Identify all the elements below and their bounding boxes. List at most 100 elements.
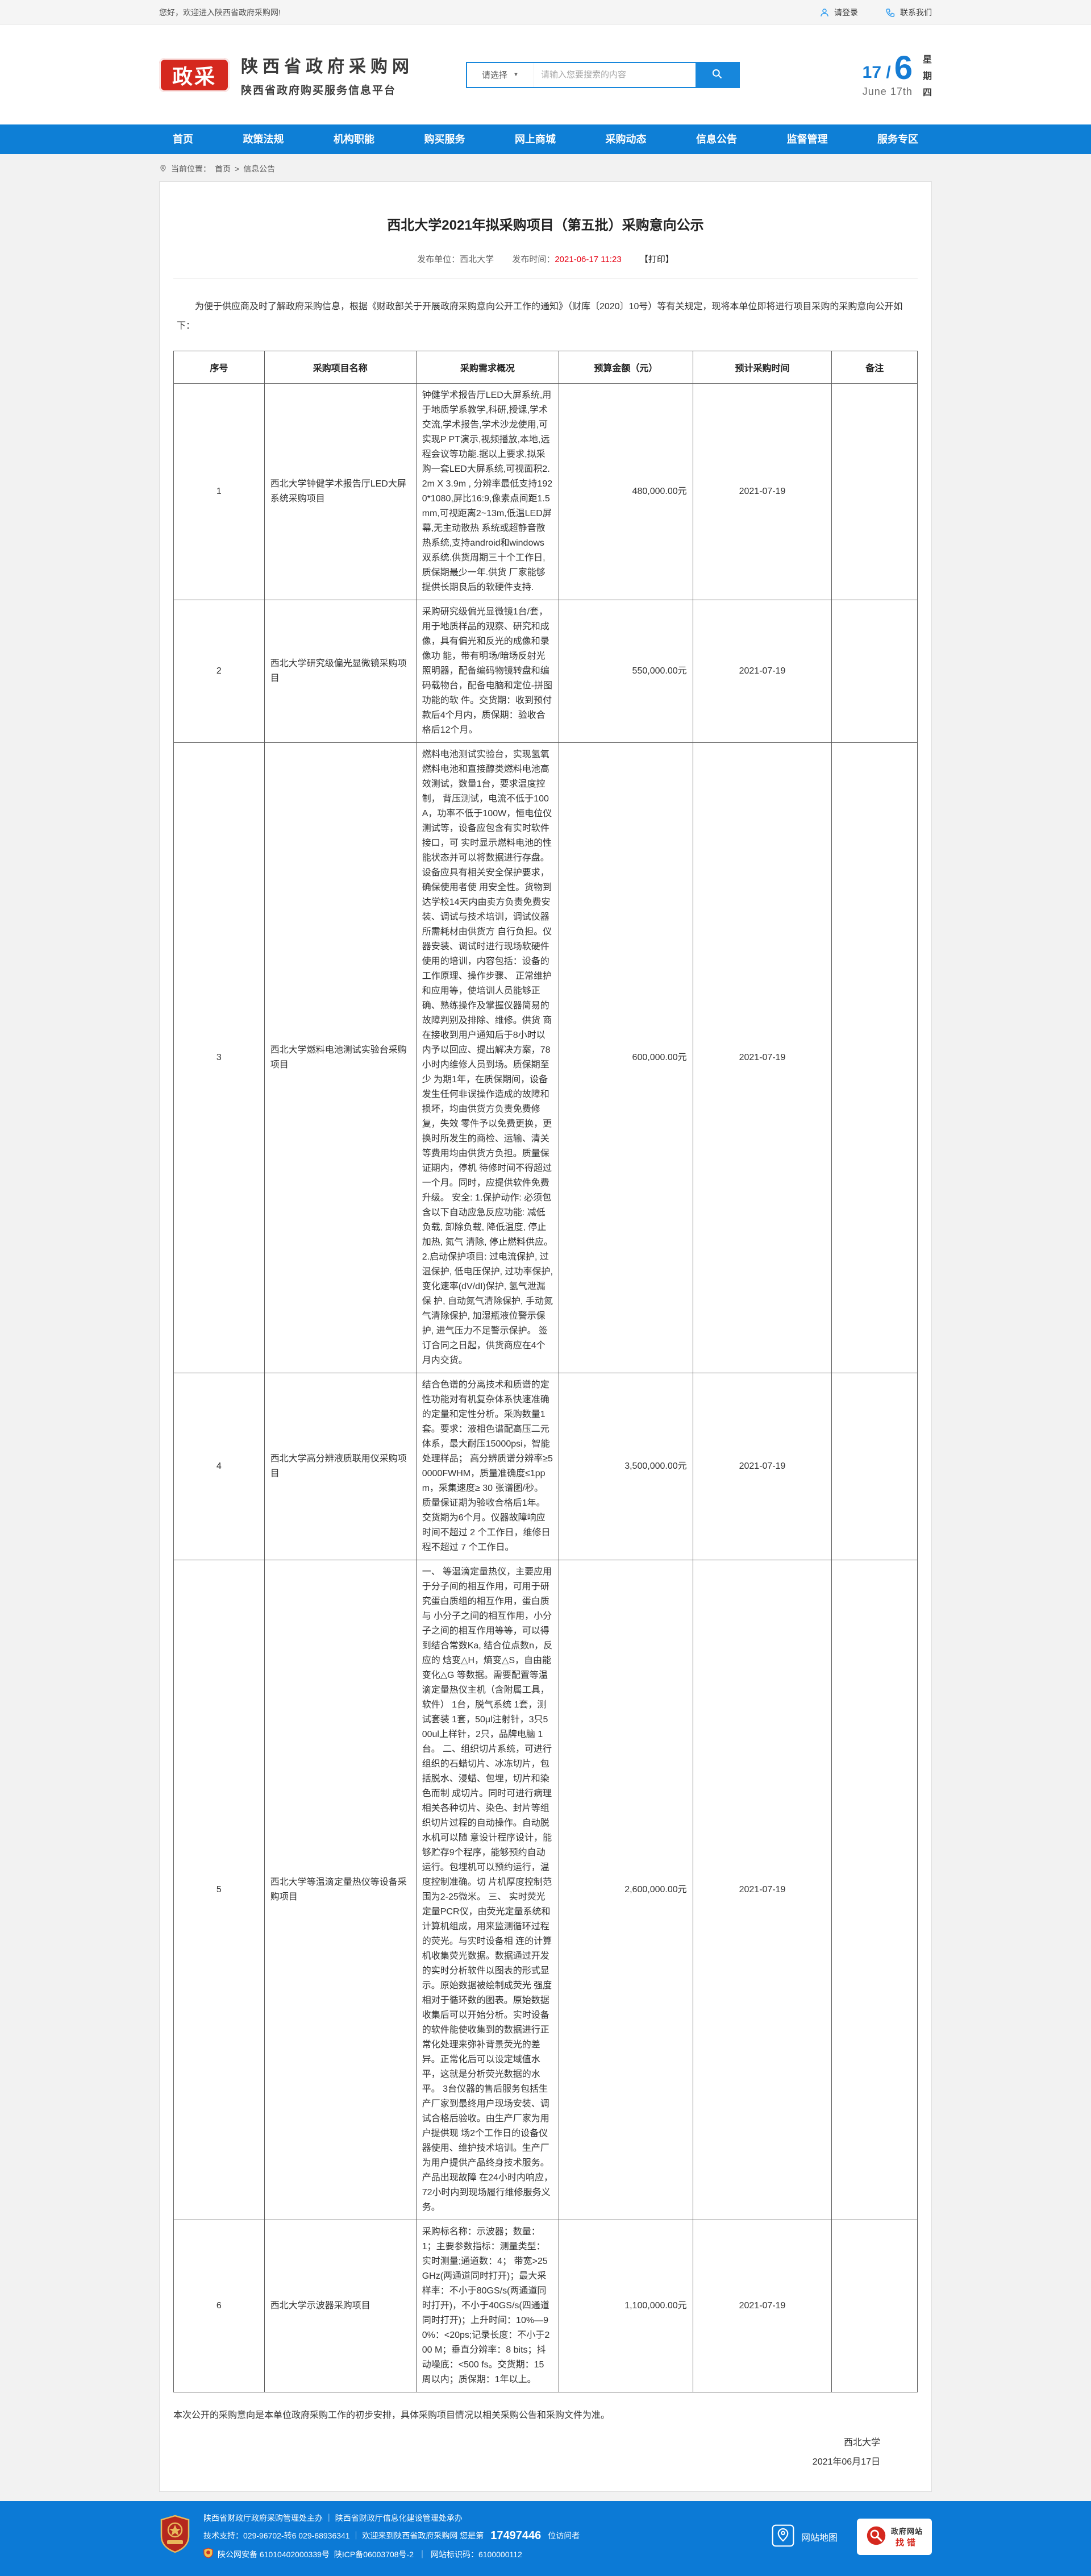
search-icon [711, 68, 723, 81]
cell-序号: 2 [173, 600, 265, 743]
cell-备注 [831, 600, 918, 743]
site-subtitle: 陕西省政府购买服务信息平台 [241, 85, 397, 97]
signer: 西北大学 [843, 2438, 880, 2448]
publish-time-value: 2021-06-17 11:23 [555, 255, 622, 264]
cell-备注 [831, 1560, 918, 2220]
nav-item[interactable]: 采购动态 [605, 134, 647, 145]
cell-采购时间: 2021-07-19 [692, 1373, 832, 1560]
contact-link[interactable]: 联系我们 [885, 7, 932, 18]
beian-gongan-link[interactable]: 陕公网安备 61010402000339号 [218, 2550, 330, 2559]
table-header-cell: 采购项目名称 [264, 351, 417, 384]
cell-采购时间: 2021-07-19 [692, 600, 832, 743]
nav-item[interactable]: 监督管理 [786, 134, 828, 145]
login-link[interactable]: 请登录 [819, 7, 858, 18]
cell-需求概况: 燃料电池测试实验台，实现氢氧燃料电池和直接醇类燃料电池高效测试，数量1台，要求温… [415, 742, 560, 1373]
cell-需求概况: 采购标名称：示波器；数量：1；主要参数指标：测量类型：实时测量;通道数：4； 带… [415, 2220, 560, 2392]
site-footer: 陕西省财政厅政府采购管理处主办 ｜ 陕西省财政厅信息化建设管理处承办 技术支持：… [0, 2501, 1091, 2576]
error-badge-title: 政府网站 [890, 2527, 923, 2536]
date-day: 17 / [862, 63, 891, 82]
sign-date: 2021年06月17日 [812, 2457, 880, 2467]
cell-预算金额: 480,000.00元 [559, 383, 693, 600]
breadcrumb-current[interactable]: 信息公告 [243, 164, 276, 173]
nav-item[interactable]: 网上商城 [515, 134, 556, 145]
cell-项目名称: 西北大学等温滴定量热仪等设备采购项目 [264, 1560, 417, 2220]
table-header-cell: 采购需求概况 [415, 351, 560, 384]
topbar: 您好，欢迎进入陕西省政府采购网! 请登录 联系我们 [0, 0, 1091, 25]
nav-item[interactable]: 服务专区 [877, 134, 918, 145]
cell-预算金额: 1,100,000.00元 [559, 2220, 693, 2392]
weekday-label: 星 期 四 [922, 55, 932, 98]
main-nav: 首页 政策法规 机构职能 购买服务 网上商城 采购动态 信息公告 监督管理 服务专区 [0, 124, 1091, 154]
chevron-down-icon: ▼ [513, 72, 519, 78]
footer-separator: ｜ [418, 2550, 426, 2559]
publisher-label: 发布单位： [417, 255, 460, 264]
table-row: 5 西北大学等温滴定量热仪等设备采购项目 一、 等温滴定量热仪，主要应用于分子间… [173, 1560, 918, 2220]
phone-icon [885, 7, 896, 18]
nav-item[interactable]: 首页 [173, 134, 193, 145]
cell-备注 [831, 1373, 918, 1560]
publish-time-label: 发布时间： [512, 255, 555, 264]
nav-list: 首页 政策法规 机构职能 购买服务 网上商城 采购动态 信息公告 监督管理 服务专区 [159, 124, 932, 154]
cell-序号: 1 [173, 383, 265, 600]
beian-icp-link[interactable]: 陕ICP备06003708号-2 [334, 2550, 414, 2559]
cell-序号: 5 [173, 1560, 265, 2220]
cell-需求概况: 采购研究级偏光显微镜1台/套，用于地质样品的观察、研究和成像，具有偏光和反光的成… [415, 600, 560, 743]
gov-procurement-emblem [159, 2515, 191, 2556]
nav-item[interactable]: 信息公告 [696, 134, 737, 145]
cell-序号: 4 [173, 1373, 265, 1560]
cell-需求概况: 结合色谱的分离技术和质谱的定性功能对有机复杂体系快速准确的定量和定性分析。采购数… [415, 1373, 560, 1560]
cell-备注 [831, 742, 918, 1373]
nav-item[interactable]: 政策法规 [243, 134, 284, 145]
article-meta: 发布单位：西北大学 发布时间：2021-06-17 11:23 【打印】 [173, 253, 918, 279]
cell-项目名称: 西北大学高分辨液质联用仪采购项目 [264, 1373, 417, 1560]
error-badge-subtitle: 找错 [895, 2538, 918, 2548]
cell-预算金额: 2,600,000.00元 [559, 1560, 693, 2220]
date-english: June 17th [862, 86, 913, 97]
cell-采购时间: 2021-07-19 [692, 2220, 832, 2392]
cell-项目名称: 西北大学钟健学术报告厅LED大屏系统采购项目 [264, 383, 417, 600]
footer-support-line: 技术支持：029-96702-转6 029-68936341 ｜ 欢迎来到陕西省… [203, 2529, 580, 2542]
footer-beian-line: 陕公网安备 61010402000339号 陕ICP备06003708号-2 ｜… [203, 2548, 580, 2561]
footer-organizer-line: 陕西省财政厅政府采购管理处主办 ｜ 陕西省财政厅信息化建设管理处承办 [203, 2513, 463, 2523]
table-row: 6 西北大学示波器采购项目 采购标名称：示波器；数量：1；主要参数指标：测量类型… [173, 2220, 918, 2392]
table-body: 1 西北大学钟健学术报告厅LED大屏系统采购项目 钟健学术报告厅LED大屏系统,… [173, 383, 918, 2392]
location-pin-icon [159, 164, 167, 174]
cell-需求概况: 一、 等温滴定量热仪，主要应用于分子间的相互作用，可用于研究蛋白质组的相互作用，… [415, 1560, 560, 2220]
cell-项目名称: 西北大学燃料电池测试实验台采购项目 [264, 742, 417, 1373]
search-category-select[interactable]: 请选择 ▼ [467, 63, 534, 87]
site-name: 陕西省政府采购网 [241, 57, 414, 76]
user-icon [819, 7, 830, 18]
cell-采购时间: 2021-07-19 [692, 383, 832, 600]
error-badge-icon [866, 2525, 886, 2549]
nav-item[interactable]: 机构职能 [334, 134, 374, 145]
sitemap-link[interactable]: 网站地图 [771, 2523, 838, 2551]
cell-预算金额: 550,000.00元 [559, 600, 693, 743]
table-row: 4 西北大学高分辨液质联用仪采购项目 结合色谱的分离技术和质谱的定性功能对有机复… [173, 1373, 918, 1560]
cell-需求概况: 钟健学术报告厅LED大屏系统,用于地质学系教学,科研,授课,学术交流,学术报告,… [415, 383, 560, 600]
cell-预算金额: 3,500,000.00元 [559, 1373, 693, 1560]
logo-mark: 政采 [159, 57, 230, 92]
table-header-row: 序号 采购项目名称 采购需求概况 预算金额（元） 预计采购时间 备注 [173, 351, 918, 384]
breadcrumb-home[interactable]: 首页 [215, 164, 231, 173]
date-month: 6 [894, 49, 913, 86]
table-row: 3 西北大学燃料电池测试实验台采购项目 燃料电池测试实验台，实现氢氧燃料电池和直… [173, 742, 918, 1373]
page-title: 西北大学2021年拟采购项目（第五批）采购意向公示 [387, 218, 704, 233]
sitemap-icon [771, 2523, 796, 2551]
cell-预算金额: 600,000.00元 [559, 742, 693, 1373]
cell-项目名称: 西北大学研究级偏光显微镜采购项目 [264, 600, 417, 743]
site-header: 政采 陕西省政府采购网 陕西省政府购买服务信息平台 请选择 ▼ [0, 25, 1091, 124]
cell-序号: 3 [173, 742, 265, 1373]
print-button[interactable]: 【打印】 [639, 255, 674, 264]
article-card: 西北大学2021年拟采购项目（第五批）采购意向公示 发布单位：西北大学 发布时间… [159, 181, 932, 2492]
nav-item[interactable]: 购买服务 [424, 134, 465, 145]
search-input[interactable] [534, 63, 696, 87]
cell-项目名称: 西北大学示波器采购项目 [264, 2220, 417, 2392]
search-button[interactable] [696, 63, 739, 87]
sitemap-label: 网站地图 [801, 2533, 838, 2543]
gov-site-error-badge[interactable]: 政府网站 找错 [857, 2519, 932, 2555]
site-logo[interactable]: 政采 陕西省政府采购网 陕西省政府购买服务信息平台 [159, 52, 414, 97]
closing-note: 本次公开的采购意向是本单位政府采购工作的初步安排，具体采购项目情况以相关采购公告… [173, 2411, 610, 2420]
cell-采购时间: 2021-07-19 [692, 742, 832, 1373]
search-box: 请选择 ▼ [466, 61, 740, 88]
date-widget: 17 / 6 June 17th 星 期 四 [863, 52, 932, 98]
